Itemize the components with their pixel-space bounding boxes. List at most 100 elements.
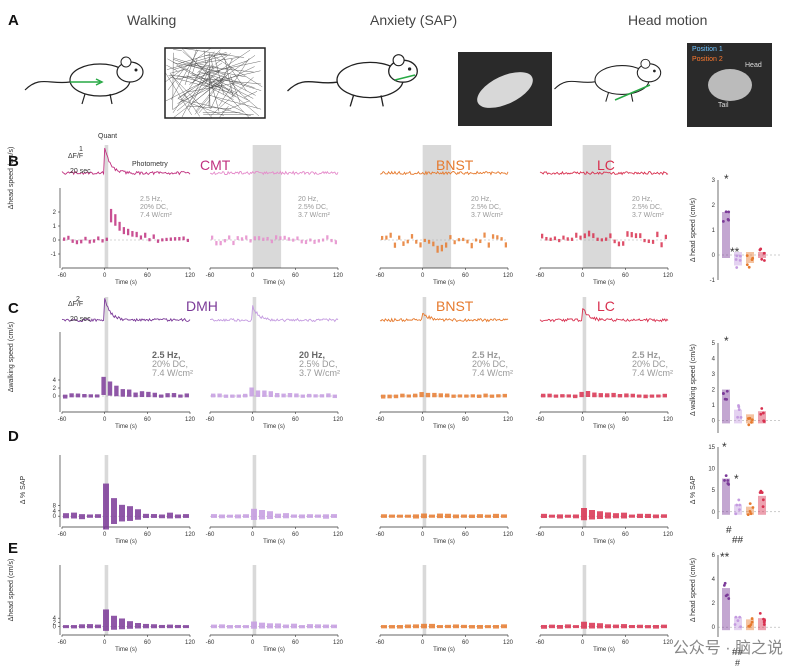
summary-c-point [739, 415, 743, 419]
row-d-bar-1 [291, 514, 297, 518]
row-e-bar-3 [645, 625, 651, 629]
row-b-bar-1 [309, 238, 312, 242]
row-d-bar-2 [469, 514, 475, 519]
row-b-bar-0 [161, 238, 164, 242]
trajectory-line [214, 97, 244, 113]
video-tail: Tail [718, 102, 729, 109]
row-c-bar-1 [281, 393, 286, 398]
row-b-bar-1 [334, 240, 337, 245]
row-b-bar-1 [279, 236, 282, 241]
row-d-xlabel-2: Time (s) [433, 539, 455, 545]
mouse-head-legs [605, 92, 634, 102]
trajectory-line [170, 49, 199, 101]
row-b-bar-0 [182, 236, 185, 241]
row-b-bar-1 [228, 235, 231, 240]
trajectory-line [224, 57, 234, 98]
b-region-cmt: CMT [200, 157, 231, 173]
row-c-bar-0 [101, 376, 106, 395]
row-c-bar-0 [127, 389, 132, 397]
row-e-bar-2 [413, 624, 419, 629]
row-b-x-tick-label-0: -60 [58, 273, 67, 279]
watermark: 公众号 · 脑之说 [672, 640, 783, 657]
row-b-bar-2 [402, 241, 405, 246]
row-b-y-tick-label: 0 [53, 238, 57, 244]
c-df-label: ΔF/F [68, 301, 84, 308]
trajectory-line [168, 75, 261, 85]
mouse-head-eye [653, 69, 656, 73]
e-sig-3: # [735, 658, 741, 668]
row-c-bar-1 [300, 394, 305, 398]
trajectory-line [208, 78, 211, 107]
summary-c-point [759, 412, 763, 416]
row-b-bar-3 [647, 239, 650, 244]
summary-e-tick-label: 6 [712, 553, 716, 559]
row-d-bar-2 [477, 514, 483, 518]
row-b-bar-1 [249, 239, 252, 243]
row-b-bar-0 [135, 231, 138, 238]
row-c-x-tick-label-2: 120 [503, 417, 514, 423]
trajectory-line [172, 83, 210, 110]
trajectory-line [166, 52, 227, 70]
trajectory-line [219, 105, 229, 118]
row-e-bar-2 [485, 625, 491, 629]
row-b-bar-0 [152, 234, 155, 239]
row-c-bar-3 [560, 394, 565, 398]
row-d-bar-2 [397, 514, 403, 518]
row-e-y-tick-label: 2 [53, 620, 57, 626]
trajectory-line [210, 76, 254, 116]
row-e-bar-2 [421, 623, 427, 629]
row-b-bar-2 [453, 240, 456, 245]
row-e-x-tick-label-3: 60 [622, 640, 629, 646]
row-e-bar-0 [175, 624, 181, 629]
summary-b-tick-label: 2 [712, 203, 716, 209]
row-c-bar-0 [178, 394, 183, 398]
row-b-bar-3 [609, 233, 612, 239]
row-d-bar-3 [621, 512, 627, 519]
row-b-x-tick-label-1: 120 [333, 273, 344, 279]
row-c-bar-1 [249, 387, 254, 397]
row-b-bar-2 [470, 242, 473, 249]
row-b-bar-2 [410, 234, 414, 239]
c-region-dmh: DMH [186, 298, 218, 314]
summary-e-point [750, 617, 754, 620]
summary-e-point [738, 615, 742, 619]
summary-e-point [762, 623, 766, 626]
summary-d-point [748, 510, 752, 513]
summary-b-box [734, 252, 742, 266]
row-c-bar-3 [598, 393, 603, 398]
trajectory-line [215, 78, 254, 99]
row-b-bar-0 [139, 235, 143, 240]
b-summary-ylabel: Δ head speed (cm/s) [690, 197, 697, 263]
c-time-scale: 20 sec [70, 316, 91, 323]
row-b-bar-0 [67, 235, 70, 240]
summary-c-tick-label: 2 [712, 387, 716, 393]
summary-d-point [746, 513, 750, 517]
summary-c-point [722, 392, 725, 396]
row-b-bar-2 [500, 237, 503, 241]
row-b-x-tick-label-2: 60 [462, 273, 469, 279]
row-c-bar-0 [88, 394, 93, 398]
row-b-x-tick-label-2: -60 [376, 273, 385, 279]
row-d-bar-1 [243, 514, 249, 518]
row-b-bar-0 [144, 232, 147, 238]
row-c-trace-2 [379, 312, 509, 323]
trajectory-line [184, 49, 197, 86]
summary-e-point [727, 597, 731, 600]
row-e-bar-3 [661, 624, 667, 629]
b-region-lc: LC [597, 157, 615, 173]
summary-e-point [758, 611, 762, 615]
row-b-bar-2 [389, 232, 392, 238]
row-c-bar-0 [184, 393, 189, 398]
trajectory-line [213, 54, 224, 95]
row-e-bar-3 [629, 624, 635, 629]
row-c-x-tick-label-3: 60 [622, 417, 629, 423]
quant-label: Quant [98, 133, 118, 140]
row-b-bar-1 [304, 240, 308, 245]
trajectory-line [173, 57, 227, 76]
row-c-bar-0 [171, 393, 177, 398]
mouse-sap-ear [392, 54, 405, 67]
row-b-bar-0 [101, 239, 104, 243]
row-d-bar-3 [557, 514, 563, 519]
row-b-bar-2 [423, 238, 426, 243]
summary-d-box [734, 504, 742, 515]
